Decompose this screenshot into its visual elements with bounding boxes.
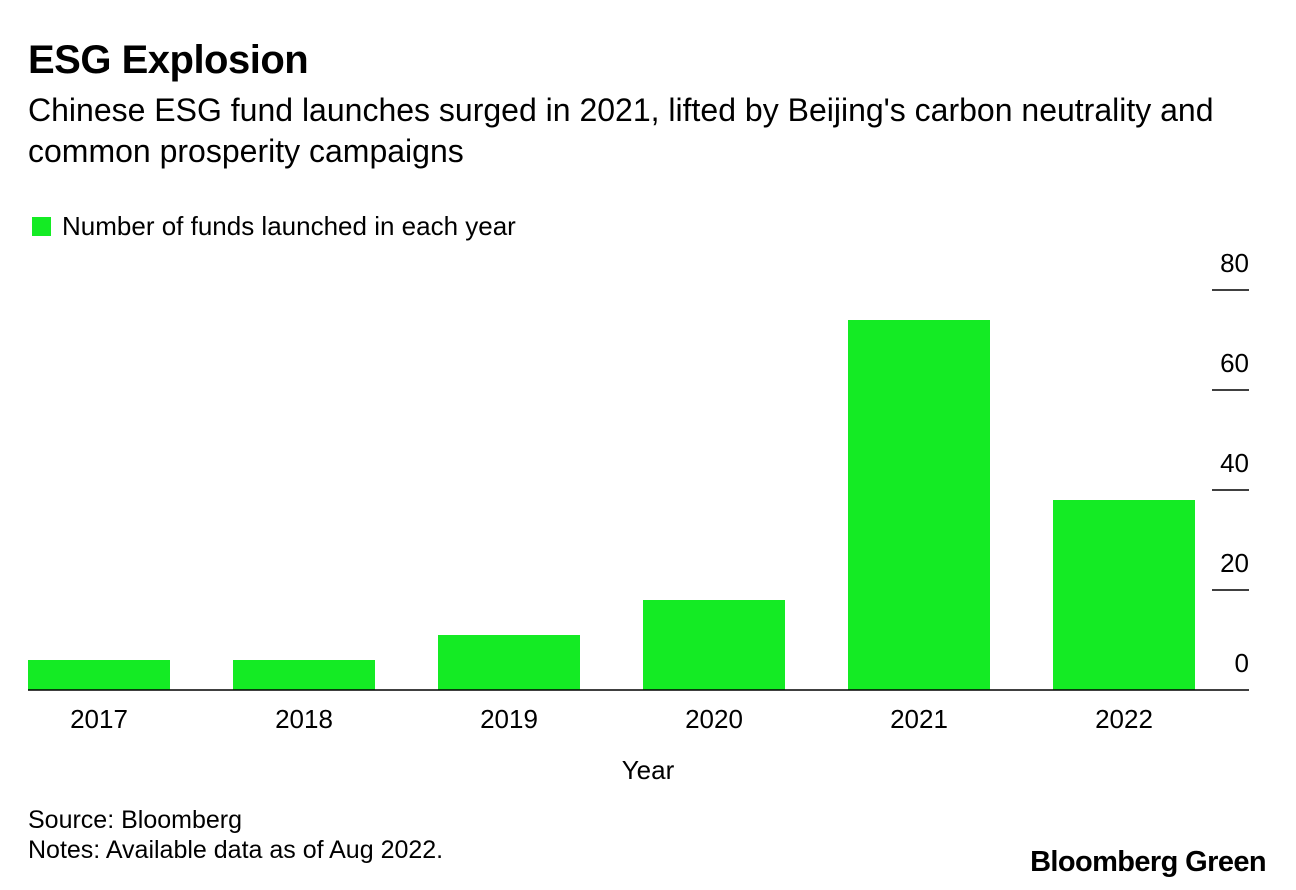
y-tick-label: 20 — [1220, 548, 1249, 578]
legend-swatch — [32, 216, 51, 236]
y-tick-label: 0 — [1235, 648, 1249, 678]
bloomberg-green-logo: Bloomberg Green — [1030, 846, 1267, 878]
bar-2020 — [643, 600, 785, 690]
x-tick-label: 2021 — [890, 704, 948, 734]
x-tick-label: 2017 — [70, 704, 128, 734]
chart-title: ESG Explosion — [28, 38, 309, 82]
y-tick-label: 80 — [1220, 248, 1249, 278]
source-note: Source: Bloomberg — [28, 806, 243, 834]
y-tick-label: 40 — [1220, 448, 1249, 478]
legend: Number of funds launched in each year — [32, 210, 516, 242]
chart-subtitle: Chinese ESG fund launches surged in 2021… — [28, 92, 1214, 169]
bar-2018 — [233, 660, 375, 690]
x-axis-label: Year — [622, 755, 675, 785]
notes-text: Notes: Available data as of Aug 2022. — [28, 836, 444, 864]
bar-2021 — [848, 320, 990, 690]
legend-label: Number of funds launched in each year — [62, 210, 516, 241]
bar-2022 — [1053, 500, 1195, 690]
x-tick-label: 2020 — [685, 704, 743, 734]
x-tick-label: 2018 — [275, 704, 333, 734]
y-tick-label: 60 — [1220, 348, 1249, 378]
x-tick-label: 2019 — [480, 704, 538, 734]
x-tick-label: 2022 — [1095, 704, 1153, 734]
bar-2019 — [438, 635, 580, 690]
bar-2017 — [28, 660, 170, 690]
